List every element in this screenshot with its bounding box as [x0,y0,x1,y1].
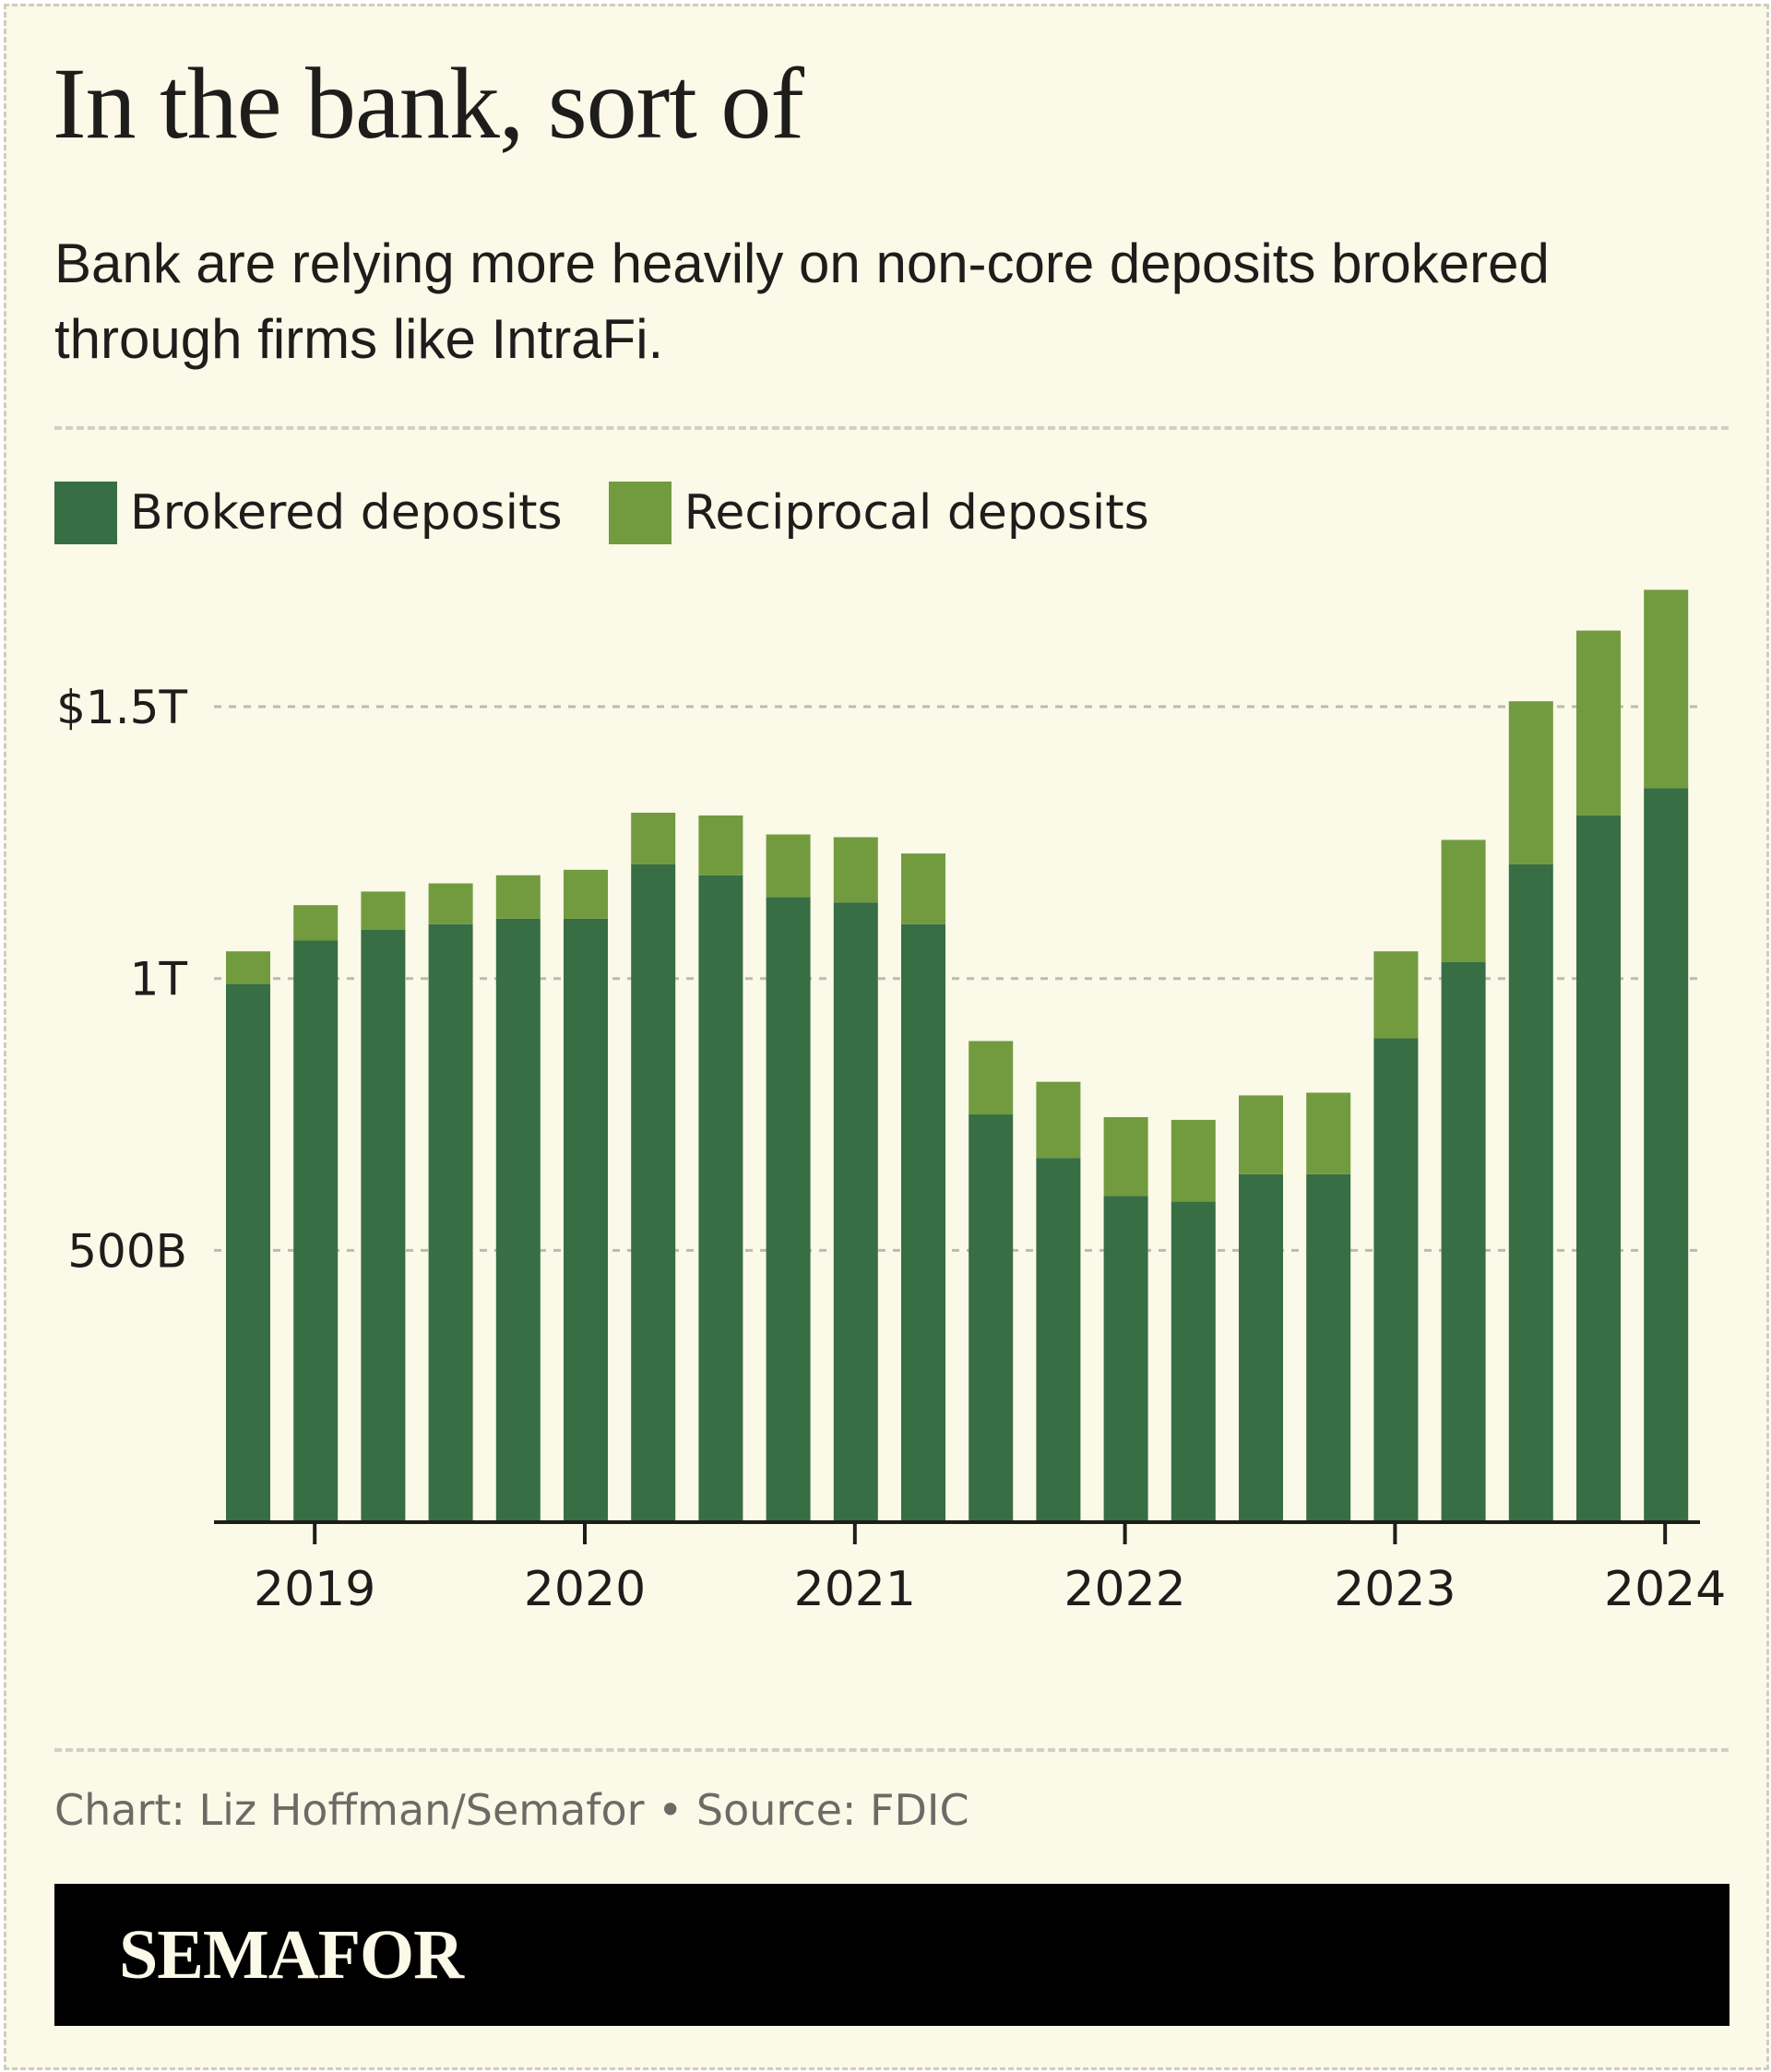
bar-reciprocal [1036,1081,1081,1159]
bar-reciprocal [1239,1095,1283,1174]
x-tick-label: 2020 [524,1562,646,1617]
brand-logo: SEMAFOR [119,1915,464,1994]
bar-brokered [1036,1158,1081,1522]
bar-reciprocal [1441,840,1486,963]
bar-brokered [969,1114,1014,1522]
bar-brokered [564,918,608,1522]
y-tick-label: 1T [130,953,188,1006]
bar-brokered [226,983,270,1522]
bar-reciprocal [766,834,811,898]
bar-brokered [293,940,339,1522]
chart-credit: Chart: Liz Hoffman/Semafor • Source: FDI… [54,1785,969,1835]
bar-reciprocal [1576,630,1621,816]
bar-reciprocal [226,951,270,984]
chart-legend: Brokered deposits Reciprocal deposits [54,479,1195,547]
bar-reciprocal [698,815,743,875]
bar-reciprocal [1306,1092,1351,1174]
x-tick-label: 2021 [794,1562,916,1617]
legend-swatch-reciprocal [608,482,672,544]
bar-brokered [833,902,878,1522]
bottom-divider [54,1748,1729,1752]
chart-title: In the bank, sort of [53,47,804,160]
bar-brokered [1508,863,1553,1522]
bar-brokered [698,875,743,1522]
legend-item-reciprocal: Reciprocal deposits [608,482,1149,544]
x-tick-label: 2019 [254,1562,375,1617]
bar-brokered [1576,815,1621,1522]
bar-brokered [1103,1196,1148,1522]
y-tick-label: $1.5T [56,681,187,734]
bar-reciprocal [631,812,676,864]
bar-reciprocal [293,905,339,941]
bar-reciprocal [833,837,878,903]
top-divider [54,426,1729,430]
bar-reciprocal [495,875,541,919]
bar-reciprocal [1103,1116,1148,1197]
bar-reciprocal [969,1041,1014,1115]
bar-brokered [428,923,473,1522]
bar-reciprocal [1644,589,1689,789]
bar-reciprocal [1171,1119,1216,1202]
bar-reciprocal [901,853,945,924]
bar-brokered [1441,962,1486,1522]
bar-brokered [361,929,406,1522]
chart-subtitle: Bank are relying more heavily on non-cor… [54,232,1550,370]
bar-reciprocal [564,869,608,919]
x-tick-label: 2022 [1064,1562,1185,1617]
legend-label-brokered: Brokered deposits [130,485,563,541]
x-tick-label: 2024 [1604,1562,1726,1617]
bar-brokered [1171,1201,1216,1522]
legend-item-brokered: Brokered deposits [54,482,563,544]
bar-brokered [766,897,811,1522]
bar-reciprocal [361,891,406,930]
bar-reciprocal [1373,951,1419,1039]
x-tick-label: 2023 [1334,1562,1456,1617]
bar-brokered [1306,1173,1351,1522]
chart-card: In the bank, sort of Bank are relying mo… [4,4,1769,2070]
bar-brokered [495,918,541,1522]
y-tick-label: 500B [67,1224,187,1278]
bar-brokered [1373,1038,1419,1522]
legend-label-reciprocal: Reciprocal deposits [683,485,1149,541]
bar-reciprocal [1508,701,1553,864]
bar-brokered [1644,788,1689,1522]
bar-brokered [901,923,945,1522]
bar-brokered [1239,1173,1283,1522]
stacked-bar-chart: 500B 1T $1.5T 2019 2020 2021 2022 2023 2024 [56,589,1726,1617]
footer-bar: SEMAFOR [54,1884,1729,2026]
bar-reciprocal [428,883,473,924]
bar-brokered [631,863,676,1522]
legend-swatch-brokered [54,482,117,544]
